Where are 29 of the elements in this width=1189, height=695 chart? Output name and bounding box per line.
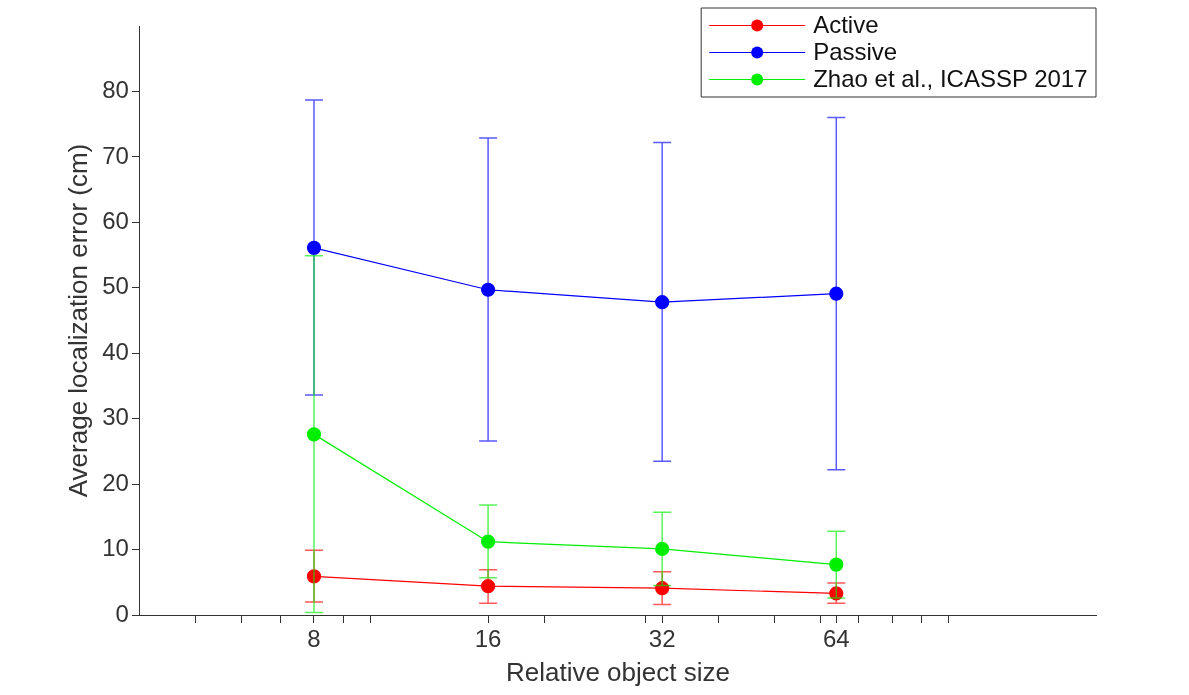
- point: [829, 557, 844, 572]
- point: [480, 579, 496, 594]
- y-tick-label: 30: [102, 403, 129, 431]
- point: [306, 427, 322, 442]
- legend-label: Active: [813, 11, 879, 39]
- x-axis-title: Relative object size: [505, 656, 730, 687]
- y-axis-title: Average localization error (cm): [62, 143, 93, 498]
- y-tick-label: 0: [115, 599, 129, 627]
- y-tick-label: 70: [102, 141, 129, 169]
- point: [829, 286, 844, 301]
- x-tick-label: 32: [648, 625, 676, 653]
- y-tick-label: 60: [102, 206, 129, 234]
- y-tick-label: 10: [102, 534, 129, 562]
- legend-label: Zhao et al., ICASSP 2017: [813, 65, 1088, 93]
- point: [655, 541, 670, 556]
- x-tick-label: 8: [307, 625, 321, 653]
- y-tick-label: 20: [102, 468, 129, 496]
- point: [480, 534, 496, 549]
- x-tick-label: 16: [474, 625, 502, 653]
- point: [655, 581, 670, 596]
- point: [306, 569, 322, 584]
- point: [306, 240, 322, 255]
- point: [480, 282, 496, 297]
- y-tick-label: 50: [102, 272, 129, 300]
- y-tick-label: 40: [102, 337, 129, 365]
- y-tick-label: 80: [102, 76, 129, 104]
- legend-label: Passive: [813, 38, 898, 66]
- point: [655, 295, 670, 310]
- x-tick-label: 64: [822, 625, 850, 653]
